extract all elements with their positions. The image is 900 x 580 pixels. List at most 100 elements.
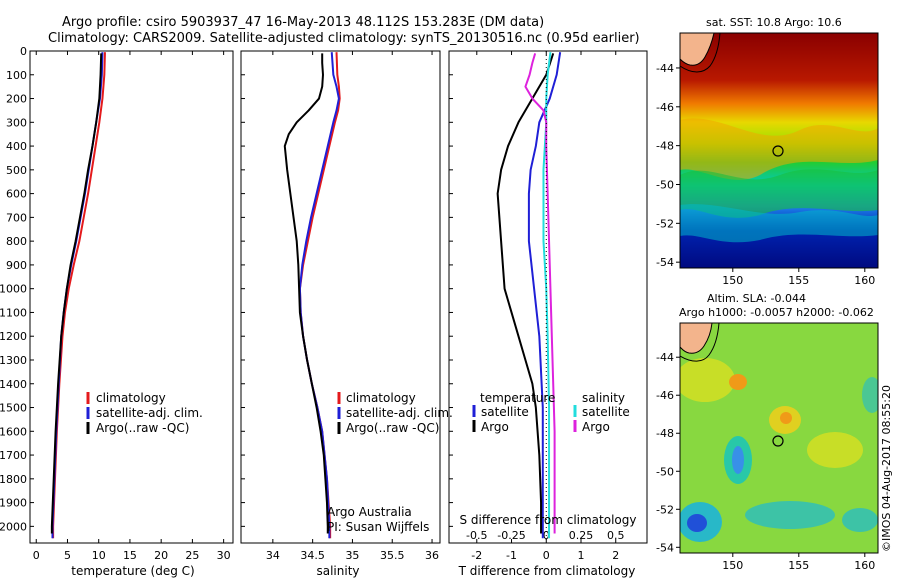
legend-t-satellite-label: satellite bbox=[481, 405, 529, 419]
argo-position-marker bbox=[772, 435, 784, 447]
map-y-tick-label: -54 bbox=[656, 256, 674, 269]
x-tick-label: -2 bbox=[471, 549, 482, 562]
x-tick-label: 20 bbox=[154, 549, 168, 562]
sla-low-cyan-4 bbox=[842, 508, 878, 532]
depth-tick-label: 800 bbox=[6, 235, 27, 248]
legend-t-argo-label: Argo bbox=[481, 420, 509, 434]
title-line-1: Argo profile: csiro 5903937_47 16-May-20… bbox=[62, 15, 544, 30]
sla-map-frame bbox=[679, 322, 879, 554]
sst-map bbox=[680, 33, 878, 268]
depth-tick-label: 1000 bbox=[0, 283, 27, 296]
temperature-panel-frame bbox=[29, 50, 234, 544]
s-diff-tick-label: -0.5 bbox=[466, 529, 487, 542]
depth-tick-label: 1500 bbox=[0, 402, 27, 415]
sla-map-subtitle: Argo h1000: -0.0057 h2000: -0.062 bbox=[679, 306, 874, 319]
x-tick-label: 30 bbox=[217, 549, 231, 562]
map-y-tick-label: -52 bbox=[656, 217, 674, 230]
legend-temperature-heading: temperature bbox=[480, 391, 555, 405]
depth-tick-label: 1200 bbox=[0, 330, 27, 343]
sla-high-orange-1 bbox=[729, 374, 747, 390]
sst-map-axes: 150 155 160 -44 -46 -48 -50 -52 -54 bbox=[656, 62, 875, 287]
depth-tick-label: 1300 bbox=[0, 354, 27, 367]
sla-land-contour bbox=[680, 323, 720, 362]
sst-band-cyan bbox=[680, 204, 878, 243]
temperature-x-axis: 0 5 10 15 20 25 30 bbox=[33, 51, 231, 562]
depth-tick-label: 600 bbox=[6, 188, 27, 201]
series-t-satellite bbox=[527, 52, 562, 539]
land-tasmania bbox=[680, 33, 715, 66]
depth-tick-label: 1400 bbox=[0, 378, 27, 391]
difference-xlabel-s: S difference from climatology bbox=[460, 513, 637, 527]
sst-map-frame bbox=[679, 32, 879, 269]
legend-climatology-label: climatology bbox=[96, 391, 166, 405]
depth-tick-label: 200 bbox=[6, 93, 27, 106]
legend-s-argo-label: Argo bbox=[582, 420, 610, 434]
difference-legend-temperature: temperature satellite Argo bbox=[472, 391, 555, 434]
difference-legend-salinity: salinity satellite Argo bbox=[573, 391, 630, 434]
temperature-series bbox=[50, 52, 106, 539]
depth-tick-label: 1700 bbox=[0, 449, 27, 462]
s-diff-tick-label: 0.5 bbox=[607, 529, 625, 542]
x-tick-label: 36 bbox=[425, 549, 439, 562]
x-tick-label: 15 bbox=[123, 549, 137, 562]
series-s-satellite bbox=[542, 52, 552, 539]
map-y-tick-label: -50 bbox=[656, 178, 674, 191]
sla-map bbox=[680, 323, 878, 553]
argo-position-marker bbox=[772, 145, 784, 157]
x-tick-label: -1 bbox=[506, 549, 517, 562]
x-tick-label: 35.5 bbox=[380, 549, 405, 562]
s-diff-tick-label: 0.25 bbox=[569, 529, 594, 542]
depth-tick-label: 0 bbox=[20, 45, 27, 58]
map-x-tick-label: 160 bbox=[854, 559, 875, 572]
sla-low-blue-1 bbox=[732, 446, 744, 474]
sla-high-yellow-3 bbox=[807, 432, 863, 468]
x-tick-label: 2 bbox=[612, 549, 619, 562]
s-diff-tick-label: -0.25 bbox=[497, 529, 525, 542]
map-y-tick-label: -44 bbox=[656, 351, 674, 364]
x-tick-label: 5 bbox=[64, 549, 71, 562]
depth-tick-label: 900 bbox=[6, 259, 27, 272]
x-tick-label: 10 bbox=[92, 549, 106, 562]
legend-satellite-label: satellite-adj. clim. bbox=[346, 406, 453, 420]
map-y-tick-label: -54 bbox=[656, 541, 674, 554]
sla-low-blue-2 bbox=[687, 514, 707, 532]
temperature-xlabel: temperature (deg C) bbox=[71, 564, 194, 578]
x-tick-label: 25 bbox=[185, 549, 199, 562]
legend-salinity-heading: salinity bbox=[582, 391, 625, 405]
imos-watermark: ©IMOS 04-Aug-2017 08:55:20 bbox=[880, 385, 893, 552]
map-y-tick-label: -44 bbox=[656, 62, 674, 75]
legend-climatology-label: climatology bbox=[346, 391, 416, 405]
map-x-tick-label: 150 bbox=[722, 559, 743, 572]
series-climatology bbox=[298, 52, 341, 539]
depth-tick-label: 1600 bbox=[0, 425, 27, 438]
legend-argo-label: Argo(..raw -QC) bbox=[96, 421, 189, 435]
legend-s-satellite-label: satellite bbox=[582, 405, 630, 419]
salinity-series bbox=[283, 52, 341, 539]
depth-tick-label: 1900 bbox=[0, 497, 27, 510]
temperature-legend: climatology satellite-adj. clim. Argo(..… bbox=[86, 391, 203, 435]
map-y-tick-label: -46 bbox=[656, 101, 674, 114]
x-tick-label: 0 bbox=[543, 549, 550, 562]
depth-tick-label: 1100 bbox=[0, 306, 27, 319]
sst-band-green bbox=[680, 169, 878, 218]
depth-tick-label: 1800 bbox=[0, 473, 27, 486]
difference-series bbox=[496, 51, 562, 543]
sst-map-title: sat. SST: 10.8 Argo: 10.6 bbox=[706, 16, 842, 29]
series-argo bbox=[50, 53, 103, 534]
map-x-tick-label: 155 bbox=[788, 559, 809, 572]
x-tick-label: 34.5 bbox=[300, 549, 325, 562]
map-x-tick-label: 150 bbox=[722, 274, 743, 287]
map-y-tick-label: -52 bbox=[656, 503, 674, 516]
x-tick-label: 1 bbox=[578, 549, 585, 562]
salinity-xlabel: salinity bbox=[316, 564, 359, 578]
pi-label: PI: Susan Wijffels bbox=[327, 520, 429, 534]
depth-tick-label: 100 bbox=[6, 69, 27, 82]
sst-band-warm-tongue bbox=[680, 118, 878, 180]
series-climatology bbox=[52, 52, 106, 539]
sla-low-cyan-3 bbox=[745, 501, 835, 529]
sla-map-axes: 150 155 160 -44 -46 -48 -50 -52 -54 bbox=[656, 351, 875, 572]
map-x-tick-label: 160 bbox=[854, 274, 875, 287]
legend-satellite-label: satellite-adj. clim. bbox=[96, 406, 203, 420]
depth-tick-label: 700 bbox=[6, 211, 27, 224]
